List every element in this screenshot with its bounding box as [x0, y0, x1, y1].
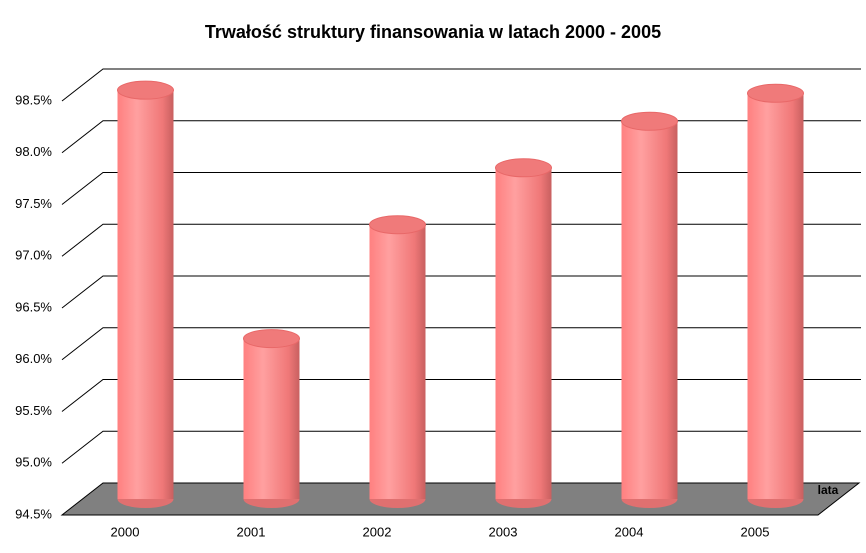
chart-title: Trwałość struktury finansowania w latach…	[205, 22, 661, 42]
grid-line	[61, 275, 861, 309]
cylinder-top	[243, 329, 300, 349]
floor	[60, 482, 861, 516]
y-tick-label: 95.5%	[15, 403, 52, 418]
grid-line	[61, 120, 861, 154]
x-tick-label: 2004	[615, 524, 644, 539]
x-tick-label: 2000	[111, 524, 140, 539]
cylinder-top	[747, 83, 804, 103]
x-tick-label: 2005	[741, 524, 770, 539]
x-tick-label: 2002	[363, 524, 392, 539]
x-axis-label: lata	[818, 483, 839, 497]
cylinder-top	[369, 215, 426, 235]
bar	[243, 338, 300, 499]
cylinder-top	[495, 158, 552, 178]
grid-line	[61, 68, 861, 102]
cylinder-top	[621, 111, 678, 131]
y-tick-label: 95.0%	[15, 455, 52, 470]
cylinder-top	[117, 80, 174, 100]
grid-line	[61, 430, 861, 464]
grid-line	[61, 327, 861, 361]
y-tick-label: 97.5%	[15, 196, 52, 211]
grid-line	[61, 172, 861, 205]
grid-line	[61, 379, 861, 412]
bar	[747, 93, 804, 499]
y-tick-label: 96.5%	[15, 299, 52, 314]
bar	[495, 167, 552, 500]
x-tick-label: 2001	[237, 524, 266, 539]
grid-line	[61, 223, 861, 257]
y-tick-label: 96.0%	[15, 351, 52, 366]
bar	[117, 90, 174, 500]
bar	[369, 224, 426, 499]
y-tick-label: 97.0%	[15, 248, 52, 263]
bar	[621, 121, 678, 499]
y-tick-label: 94.5%	[15, 506, 52, 521]
y-tick-label: 98.0%	[15, 144, 52, 159]
y-tick-label: 98.5%	[15, 92, 52, 107]
x-tick-label: 2003	[489, 524, 518, 539]
